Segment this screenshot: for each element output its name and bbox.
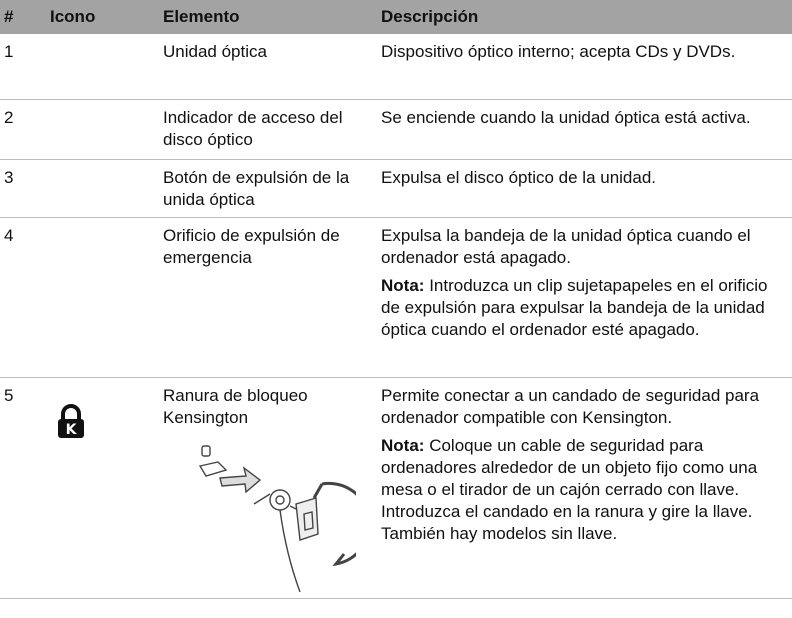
number-cell: 1 [4, 42, 14, 61]
element-cell: Unidad óptica [163, 42, 267, 61]
description: Dispositivo óptico interno; acepta CDs y… [381, 42, 736, 61]
number-cell: 5 [4, 386, 14, 405]
note-label: Nota: [381, 276, 425, 295]
table-row: 4 Orificio de expulsión de emergencia Expu… [0, 218, 792, 378]
header-cell: Descripción [381, 7, 479, 26]
description-cell: Se enciende cuando la unidad óptica está… [381, 107, 786, 129]
header-cell: Icono [50, 7, 96, 26]
table-row: 5 Ranura de bloqueo Kensington Permite con… [0, 378, 792, 599]
number-cell: 3 [4, 168, 14, 187]
header-cell: # [4, 7, 14, 26]
element-cell: Orificio de expulsión de emergencia [163, 226, 340, 267]
kensington-icon: K [58, 404, 84, 438]
element-cell: Ranura de bloqueo Kensington [163, 386, 308, 427]
table-row: 2 Indicador de acceso del disco óptico Se … [0, 100, 792, 160]
note-label: Nota: [381, 436, 425, 455]
note-text: Coloque un cable de seguridad para orden… [381, 436, 758, 543]
description: Permite conectar a un candado de segurid… [381, 386, 760, 427]
element-cell: Botón de expulsión de la unida óptica [163, 168, 350, 209]
description: Expulsa el disco óptico de la unidad. [381, 168, 657, 187]
table-row: 3 Botón de expulsión de la unida óptica Ex… [0, 160, 792, 218]
description-cell: Dispositivo óptico interno; acepta CDs y… [381, 41, 786, 63]
description-cell: Expulsa la bandeja de la unidad óptica c… [381, 225, 786, 341]
note: Nota: Introduzca un clip sujetapapeles e… [381, 275, 786, 341]
description: Se enciende cuando la unidad óptica está… [381, 108, 751, 127]
description-cell: Expulsa el disco óptico de la unidad. [381, 167, 786, 189]
number-cell: 4 [4, 226, 14, 245]
note-text: Introduzca un clip sujetapapeles en el o… [381, 276, 768, 339]
description: Expulsa la bandeja de la unidad óptica c… [381, 226, 751, 267]
header-cell: Elemento [163, 7, 240, 26]
number-cell: 2 [4, 108, 14, 127]
description-cell: Permite conectar a un candado de segurid… [381, 385, 786, 545]
element-cell: Indicador de acceso del disco óptico [163, 108, 343, 149]
table-header: # Icono Elemento Descripción [0, 0, 792, 34]
svg-text:K: K [66, 422, 78, 438]
table-row: 1 Unidad óptica Dispositivo óptico interno… [0, 34, 792, 100]
note: Nota: Coloque un cable de seguridad para… [381, 435, 786, 545]
kensington-illustration [198, 445, 356, 593]
